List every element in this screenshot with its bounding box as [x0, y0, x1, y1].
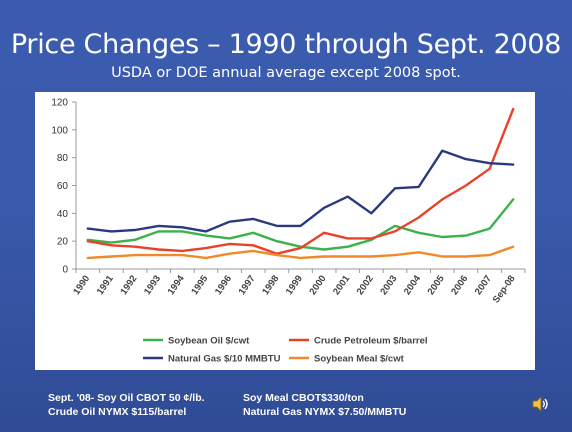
x-tick-label: 1991	[95, 273, 117, 297]
x-tick-label: 1996	[213, 273, 234, 297]
slide-subtitle: USDA or DOE annual average except 2008 s…	[111, 65, 461, 81]
series-line	[86, 149, 515, 233]
y-tick-label: 120	[51, 98, 68, 109]
x-tick-label: 2004	[402, 273, 424, 297]
slide-title: Price Changes – 1990 through Sept. 2008	[10, 29, 562, 60]
x-tick-label: 1997	[237, 273, 258, 297]
footer-line-2: Crude Oil NYMX $115/barrel Natural Gas N…	[48, 405, 406, 419]
speaker-icon[interactable]	[531, 395, 549, 413]
x-tick-label: 1994	[166, 273, 188, 297]
footer-line-1: Sept. '08- Soy Oil CBOT 50 ¢/lb. Soy Mea…	[48, 391, 364, 405]
x-tick-label: 1998	[260, 273, 281, 297]
y-tick-label: 60	[57, 181, 69, 192]
x-tick-label: 2006	[449, 273, 470, 297]
footer-natural-gas-note: Natural Gas NYMX $7.50/MMBTU	[243, 406, 407, 418]
x-tick-label: 2002	[355, 273, 376, 297]
y-tick-label: 0	[62, 265, 68, 276]
series-line	[86, 107, 515, 255]
x-tick-label: 2001	[331, 273, 353, 297]
footer-soy-oil-note: Sept. '08- Soy Oil CBOT 50 ¢/lb.	[48, 392, 205, 404]
x-tick-label: Sep-08	[491, 273, 518, 305]
footer-crude-oil-note: Crude Oil NYMX $115/barrel	[48, 406, 187, 418]
y-tick-label: 20	[57, 237, 69, 248]
x-tick-label: 1995	[189, 273, 211, 297]
series-line	[86, 245, 515, 260]
x-tick-label: 1992	[118, 273, 139, 297]
y-tick-label: 100	[51, 125, 68, 136]
x-tick-label: 2005	[426, 273, 448, 297]
legend-label: Soybean Oil $/cwt	[168, 336, 250, 347]
x-tick-label: 1990	[71, 273, 92, 297]
x-tick-label: 2003	[378, 273, 399, 297]
y-tick-label: 80	[57, 153, 69, 164]
x-tick-label: 1999	[284, 273, 305, 297]
legend-label: Natural Gas $/10 MMBTU	[168, 354, 281, 365]
chart-area: 0 20 40 60 80 100 120 1990 1991 1992 1993 1994 1995 1…	[35, 92, 535, 370]
footer-soy-meal-note: Soy Meal CBOT$330/ton	[243, 392, 364, 404]
legend-label: Crude Petroleum $/barrel	[314, 336, 428, 347]
x-tick-label: 1993	[142, 273, 163, 297]
x-tick-label: 2000	[307, 273, 328, 297]
x-tick-label: 2007	[473, 273, 494, 297]
y-tick-label: 40	[57, 209, 69, 220]
legend-label: Soybean Meal $/cwt	[314, 354, 405, 365]
